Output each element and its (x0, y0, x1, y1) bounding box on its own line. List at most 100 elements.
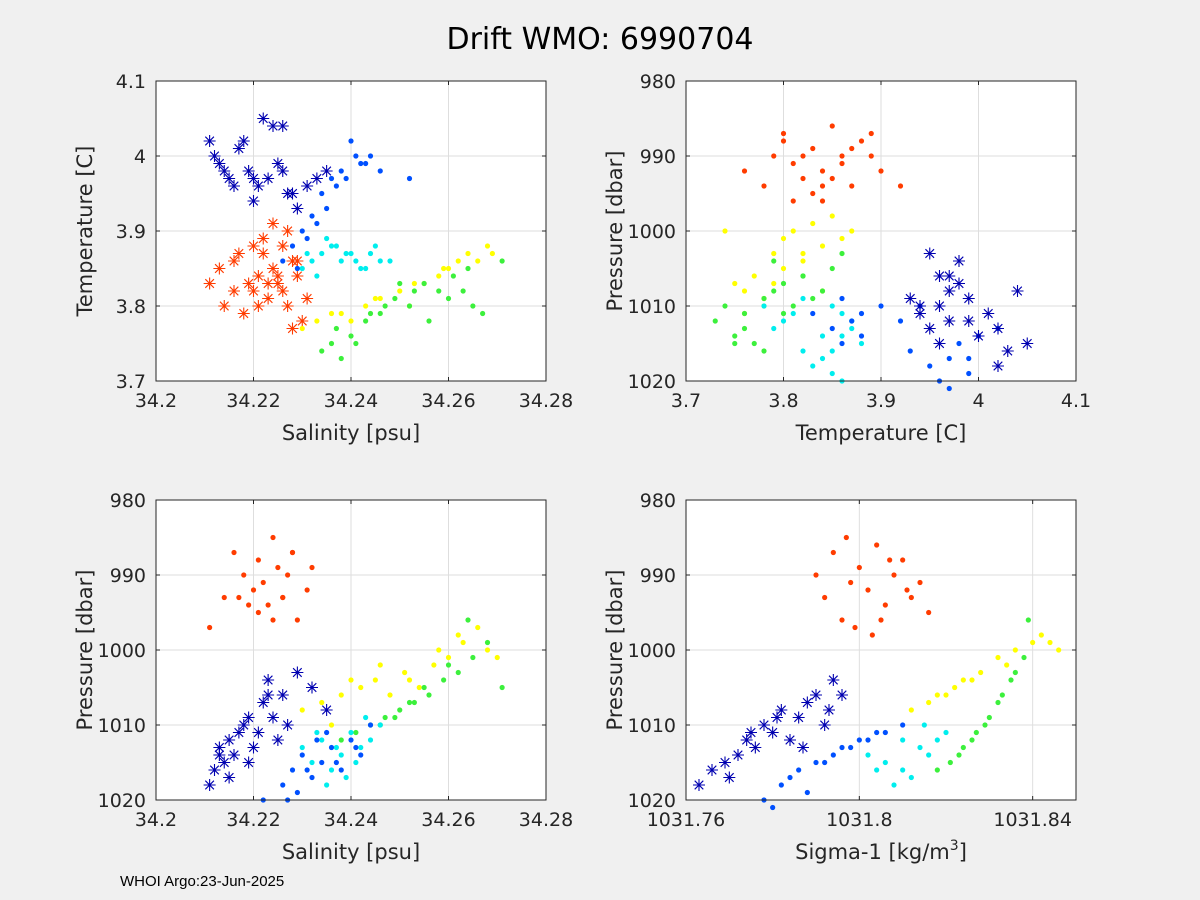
data-point (291, 666, 304, 679)
data-point (732, 749, 744, 761)
data-point (328, 340, 335, 347)
data-point (353, 258, 359, 264)
x-tick-label: 34.24 (324, 390, 378, 412)
data-point (338, 168, 344, 174)
data-point (353, 759, 359, 766)
data-point (1056, 647, 1062, 653)
data-point (286, 187, 299, 200)
data-point (387, 692, 393, 698)
data-point (246, 602, 252, 608)
x-tick-label: 34.22 (226, 809, 280, 831)
data-point (250, 587, 257, 593)
data-point (823, 704, 835, 716)
data-point (353, 340, 359, 347)
x-axis-label: Salinity [psu] (282, 840, 420, 864)
data-point (338, 355, 344, 362)
data-point (257, 112, 270, 125)
data-point (291, 202, 304, 215)
y-tick-label: 980 (110, 490, 146, 512)
data-point (372, 677, 378, 683)
data-point (276, 120, 289, 132)
data-point (829, 175, 835, 182)
y-tick-label: 980 (640, 490, 676, 512)
data-point (956, 340, 962, 347)
data-point (494, 654, 500, 661)
data-point (778, 782, 784, 788)
series-0 (741, 123, 904, 204)
x-axis-label: Salinity [psu] (282, 421, 420, 445)
data-point (839, 160, 845, 167)
data-point (445, 295, 452, 302)
data-point (849, 318, 855, 324)
data-point (333, 744, 339, 751)
data-point (810, 220, 816, 227)
data-point (358, 684, 364, 691)
data-point (338, 692, 344, 698)
data-point (257, 247, 270, 260)
data-point (228, 255, 240, 267)
data-point (829, 303, 835, 309)
data-point (934, 692, 940, 698)
data-point (319, 699, 325, 706)
data-point (328, 243, 335, 249)
data-point (800, 295, 806, 302)
data-point (257, 696, 270, 709)
data-point (484, 639, 491, 646)
data-point (1021, 654, 1027, 661)
data-point (882, 729, 888, 736)
data-point (953, 255, 965, 267)
data-point (358, 265, 364, 272)
data-point (333, 759, 339, 766)
data-point (411, 699, 417, 706)
data-point (203, 135, 216, 147)
y-tick-label: 1000 (628, 221, 676, 243)
data-point (719, 756, 731, 769)
data-point (926, 699, 932, 706)
data-point (723, 771, 736, 784)
data-point (986, 714, 992, 721)
y-tick-label: 1010 (98, 715, 146, 737)
data-point (849, 183, 855, 189)
data-point (262, 277, 275, 290)
data-point (267, 711, 279, 724)
data-point (1021, 337, 1034, 350)
data-point (431, 662, 437, 668)
data-point (923, 247, 936, 260)
data-point (232, 726, 245, 739)
data-point (333, 183, 339, 189)
series-5 (904, 247, 1034, 372)
data-point (262, 674, 275, 686)
data-point (223, 734, 236, 746)
data-point (907, 348, 913, 354)
data-point (465, 250, 471, 257)
data-point (897, 183, 904, 189)
data-point (242, 756, 255, 769)
data-point (749, 741, 762, 754)
data-point (267, 120, 279, 132)
data-point (460, 639, 466, 646)
data-point (416, 684, 422, 691)
data-point (309, 759, 315, 766)
data-point (286, 322, 299, 335)
data-point (377, 258, 383, 264)
data-point (267, 217, 279, 230)
data-point (499, 258, 505, 264)
data-point (829, 265, 835, 272)
data-point (236, 594, 242, 601)
data-point (732, 333, 738, 339)
data-point (460, 288, 466, 294)
data-point (943, 692, 949, 698)
x-tick-label: 34.28 (519, 809, 573, 831)
data-point (1038, 632, 1044, 638)
data-point (304, 235, 310, 242)
x-tick-label: 3.9 (866, 390, 896, 412)
data-point (813, 759, 819, 766)
data-point (441, 677, 447, 683)
data-point (839, 295, 845, 302)
data-point (213, 741, 226, 754)
data-point (810, 190, 816, 197)
data-point (406, 175, 413, 182)
data-point (314, 737, 320, 743)
data-point (309, 774, 315, 781)
data-point (865, 737, 871, 743)
